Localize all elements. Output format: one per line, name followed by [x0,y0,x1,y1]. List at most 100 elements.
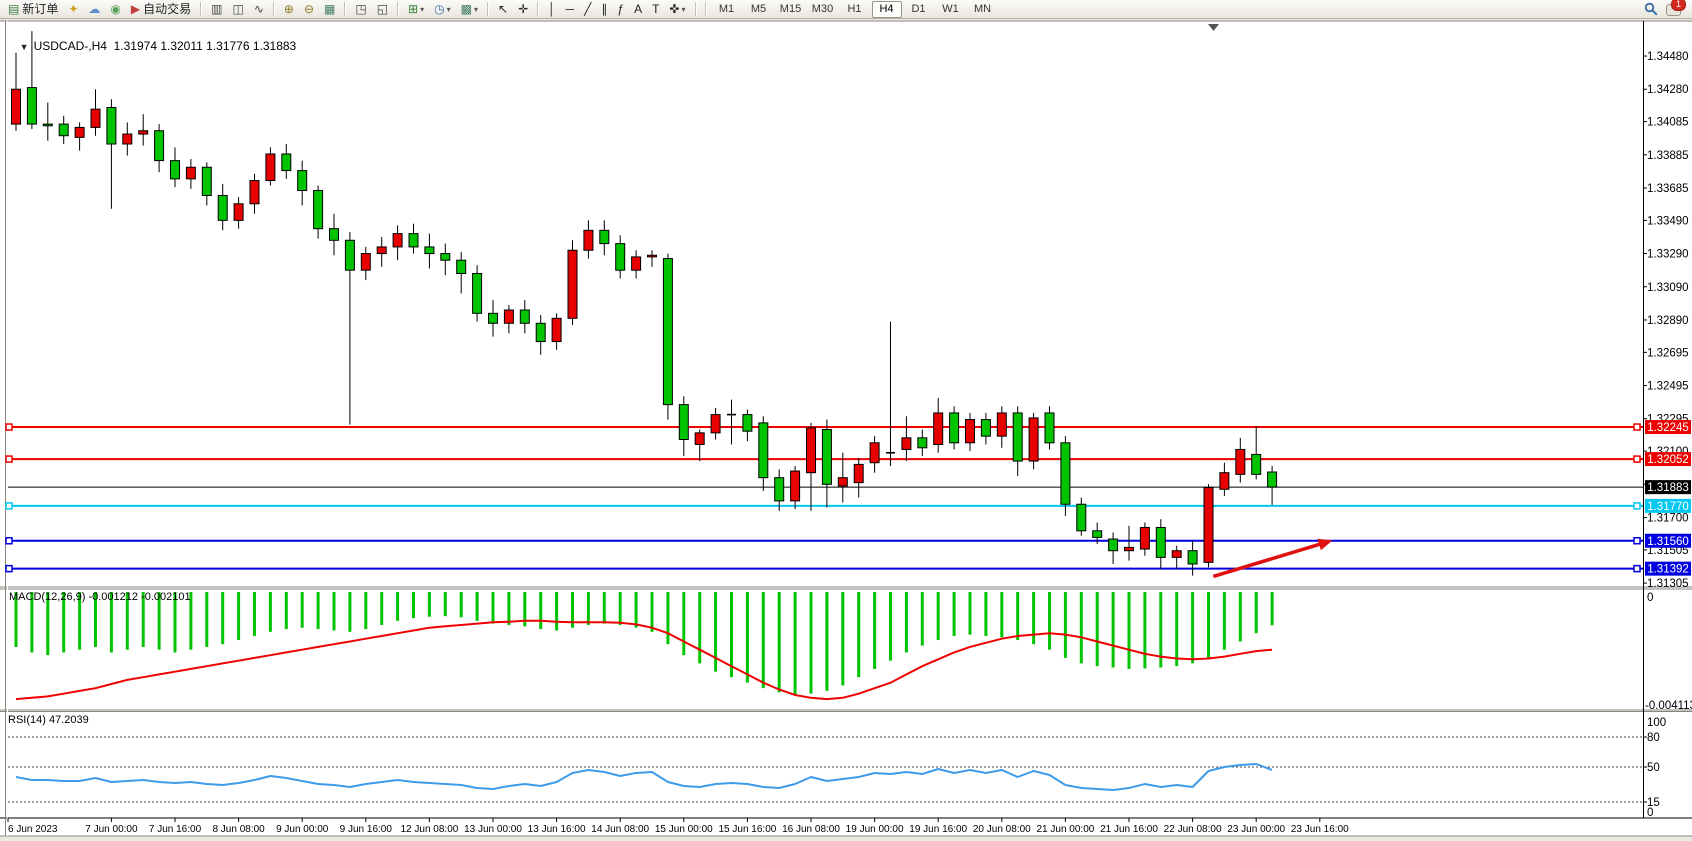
line-drag-handle[interactable] [1633,455,1641,463]
fibonacci-button[interactable]: ƒ [613,0,628,19]
price-tick-label: 1.33685 [1647,183,1689,195]
search-icon[interactable] [1644,2,1658,16]
line-drag-handle[interactable] [5,502,13,510]
candlestick-chart-icon: ◫ [232,1,244,16]
time-tick-label: 20 Jun 08:00 [973,824,1031,835]
text-button[interactable]: A [630,0,646,19]
timeframe-d1-button[interactable]: D1 [911,3,926,15]
trendline-button[interactable]: ╱ [580,0,595,19]
bear-candle [519,309,530,324]
chart-shift-marker-icon[interactable] [1208,24,1219,31]
bear-candle [26,87,37,125]
line-drag-handle[interactable] [1633,537,1641,545]
bull-candle [122,133,133,145]
bear-candle [154,130,165,162]
styler-button[interactable]: ✦ [64,0,82,19]
toolbar-separator [487,2,489,16]
bear-candle [440,253,451,261]
bull-candle [647,254,657,258]
timeframe-mn-button[interactable]: MN [973,3,992,15]
bear-candle [742,414,753,432]
bull-candle [74,126,85,138]
text-label-button[interactable]: T [648,0,663,19]
chevron-down-icon[interactable]: ▾ [446,4,451,14]
chevron-down-icon[interactable]: ▾ [681,4,686,14]
bar-chart-button[interactable]: ▥ [207,0,226,19]
periods-button[interactable]: ◷ ▾ [430,0,455,19]
bull-candle [965,419,975,444]
chat-icon[interactable]: 1 [1666,0,1686,16]
toolbar-separator [200,2,203,16]
chart-window-background [0,21,1692,836]
line-drag-handle[interactable] [1633,502,1641,510]
indicators-window-icon: ◳ [355,1,367,16]
bear-candle [313,189,324,230]
auto-trading-label: 自动交易 [143,1,192,16]
text-icon: A [634,1,643,16]
bull-candle [233,203,244,221]
timeframe-w1-button[interactable]: W1 [942,3,959,15]
timeframe-m1-button[interactable]: M1 [718,3,735,15]
candlestick-chart-button[interactable]: ◫ [229,0,248,19]
time-tick-label: 8 Jun 08:00 [212,824,265,835]
price-badge-label: 1.31560 [1647,536,1689,548]
templates-icon: ▩ [460,1,472,16]
bull-candle [185,166,196,180]
arrows-button[interactable]: ✜ ▾ [665,0,689,19]
bear-candle [58,123,69,137]
time-tick-label: 14 Jun 08:00 [591,824,649,835]
new-order-label: 新订单 [22,1,59,16]
timeframe-m5-button[interactable]: M5 [750,3,767,15]
cursor-button[interactable]: ↖ [494,0,512,19]
line-drag-handle[interactable] [1633,423,1641,431]
vertical-line-button[interactable]: │ [544,0,560,19]
zoom-out-button[interactable]: ⊖ [300,0,318,19]
line-drag-handle[interactable] [5,564,13,573]
timeframe-h1-button[interactable]: H1 [847,3,862,15]
rsi-indicator-label: RSI(14) 47.2039 [8,714,89,726]
bear-candle [1076,503,1087,532]
tile-windows-button[interactable]: ▦ [320,0,339,19]
bear-candle [615,243,626,271]
timeframe-h4-button[interactable]: H4 [871,0,902,18]
price-tick-label: 1.32890 [1647,315,1689,327]
bear-candle [281,153,292,172]
price-badge [1645,561,1691,576]
trend-arrow-line[interactable] [1212,541,1326,579]
bull-candle [1124,546,1134,552]
timeframe-m15-button[interactable]: M15 [779,3,802,15]
line-drag-handle[interactable] [5,423,13,431]
periods-icon: ◷ [434,1,445,16]
line-chart-button[interactable]: ∿ [250,0,268,19]
bear-candle [297,170,308,191]
fibonacci-icon: ƒ [617,1,625,16]
news-button[interactable]: ◉ [106,0,124,19]
publisher-button[interactable]: ☁ [84,0,104,19]
symbol-dropdown-icon[interactable]: ▼ [19,42,29,52]
price-badge [1645,452,1691,467]
horizontal-line-button[interactable]: ─ [562,0,579,19]
chevron-down-icon[interactable]: ▾ [420,4,425,14]
timeframe-m30-button[interactable]: M30 [811,3,834,15]
new-order-button[interactable]: ▤ 新订单 [4,0,62,19]
line-drag-handle[interactable] [5,537,13,545]
line-drag-handle[interactable] [5,455,13,463]
window-bottom-edge [0,836,1692,841]
chevron-down-icon[interactable]: ▾ [473,4,478,14]
templates-button[interactable]: ▩ ▾ [457,0,482,19]
zoom-in-button[interactable]: ⊕ [280,0,298,19]
bear-candle [456,259,467,274]
tile-windows-icon: ▦ [324,1,336,16]
line-drag-handle[interactable] [1633,564,1641,573]
crosshair-button[interactable]: ✛ [514,0,532,19]
period-separators-button[interactable]: ◱ [373,0,392,19]
bear-candle [1108,538,1119,552]
time-tick-label: 6 Jun 2023 [8,824,58,835]
indicators-window-button[interactable]: ◳ [351,0,370,19]
auto-trading-button[interactable]: ▶ 自动交易 [127,0,195,19]
time-tick-label: 16 Jun 08:00 [782,824,840,835]
bear-candle [488,312,498,324]
add-indicator-button[interactable]: ⊞ ▾ [404,0,428,19]
equidistant-channel-button[interactable]: ∥ [597,0,611,19]
